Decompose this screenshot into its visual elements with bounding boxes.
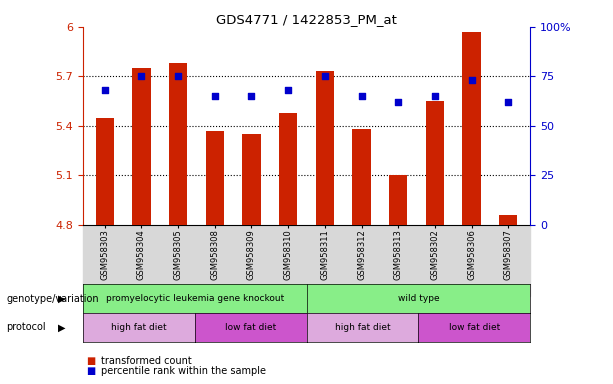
Text: genotype/variation: genotype/variation	[6, 293, 99, 304]
Point	[100, 87, 110, 93]
Text: high fat diet: high fat diet	[111, 323, 167, 332]
Point	[283, 87, 293, 93]
Point	[137, 73, 147, 79]
Text: ■: ■	[86, 356, 95, 366]
Bar	[499, 215, 517, 225]
Point	[173, 73, 183, 79]
Point	[466, 77, 476, 83]
Text: low fat diet: low fat diet	[449, 323, 500, 332]
Bar	[425, 101, 444, 225]
Bar	[132, 68, 151, 225]
Text: ■: ■	[86, 366, 95, 376]
Point	[210, 93, 219, 99]
Text: low fat diet: low fat diet	[225, 323, 276, 332]
Point	[246, 93, 256, 99]
Text: protocol: protocol	[6, 322, 46, 333]
Bar	[389, 175, 408, 225]
Bar	[242, 134, 261, 225]
Text: ▶: ▶	[58, 293, 66, 304]
Point	[503, 99, 513, 105]
Text: wild type: wild type	[398, 294, 439, 303]
Point	[394, 99, 403, 105]
Point	[320, 73, 330, 79]
Bar	[352, 129, 371, 225]
Text: percentile rank within the sample: percentile rank within the sample	[101, 366, 266, 376]
Text: GDS4771 / 1422853_PM_at: GDS4771 / 1422853_PM_at	[216, 13, 397, 26]
Bar	[205, 131, 224, 225]
Bar	[316, 71, 334, 225]
Text: promyelocytic leukemia gene knockout: promyelocytic leukemia gene knockout	[105, 294, 284, 303]
Bar	[169, 63, 188, 225]
Bar	[462, 32, 481, 225]
Bar	[279, 113, 297, 225]
Bar	[96, 118, 114, 225]
Point	[357, 93, 367, 99]
Text: ▶: ▶	[58, 322, 66, 333]
Text: high fat diet: high fat diet	[335, 323, 390, 332]
Point	[430, 93, 440, 99]
Text: transformed count: transformed count	[101, 356, 192, 366]
